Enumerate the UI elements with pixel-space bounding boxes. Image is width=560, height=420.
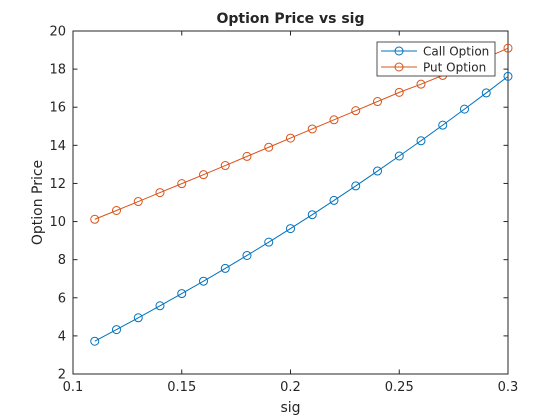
data-point-marker xyxy=(112,325,121,335)
data-point-marker xyxy=(286,224,295,234)
data-point-marker xyxy=(416,79,426,89)
legend-label: Call Option xyxy=(423,45,489,59)
data-point-marker xyxy=(242,151,252,161)
axis-ticks xyxy=(72,30,509,375)
x-tick-label: 0.2 xyxy=(280,380,301,395)
data-point-marker xyxy=(242,250,252,260)
data-point-marker xyxy=(199,170,208,180)
data-point-marker xyxy=(220,263,230,273)
y-tick-label: 20 xyxy=(49,25,66,40)
data-point-marker xyxy=(481,88,491,98)
data-point-marker xyxy=(351,106,361,116)
data-point-marker xyxy=(351,181,361,191)
chart-title: Option Price vs sig xyxy=(217,11,365,27)
data-point-marker xyxy=(460,104,469,114)
legend-item: Put Option xyxy=(381,61,486,75)
y-tick-label: 6 xyxy=(58,291,66,306)
legend-label: Put Option xyxy=(423,61,486,75)
y-tick-label: 12 xyxy=(49,177,66,192)
series-call-option xyxy=(90,71,513,346)
data-point-marker xyxy=(286,133,295,143)
data-point-marker xyxy=(329,115,339,125)
x-tick-label: 0.15 xyxy=(167,380,196,395)
data-point-marker xyxy=(373,166,382,176)
data-point-marker xyxy=(90,214,100,224)
y-tick-label: 2 xyxy=(58,368,66,383)
y-tick-label: 8 xyxy=(58,253,66,268)
data-point-marker xyxy=(307,210,317,220)
data-point-marker xyxy=(264,142,274,152)
data-point-marker xyxy=(112,206,121,216)
axis-tick-labels: 0.1 0.15 0.2 0.25 0.3 2 4 6 8 10 12 14 16 18 20 xyxy=(49,25,518,396)
data-point-marker xyxy=(264,237,274,247)
data-point-marker xyxy=(394,151,404,161)
data-point-marker xyxy=(155,301,165,311)
legend-item: Call Option xyxy=(381,45,489,59)
data-point-marker xyxy=(177,289,187,299)
y-tick-label: 10 xyxy=(49,215,66,230)
y-tick-label: 14 xyxy=(49,139,66,154)
data-point-marker xyxy=(220,161,230,171)
data-point-marker xyxy=(177,179,187,189)
legend-marker xyxy=(394,62,404,72)
data-point-marker xyxy=(394,87,404,97)
legend-marker xyxy=(394,46,404,56)
data-point-marker xyxy=(133,313,143,323)
x-tick-label: 0.1 xyxy=(63,380,84,395)
data-point-marker xyxy=(503,43,513,53)
data-point-marker xyxy=(416,136,426,146)
x-tick-label: 0.3 xyxy=(498,380,519,395)
y-axis-label: Option Price xyxy=(30,160,46,245)
plot-area xyxy=(72,30,509,375)
data-point-marker xyxy=(199,276,208,286)
data-point-marker xyxy=(155,188,165,198)
data-point-marker xyxy=(307,124,317,134)
data-point-marker xyxy=(503,71,513,81)
y-tick-label: 18 xyxy=(49,63,66,78)
legend: Call Option Put Option xyxy=(376,41,496,77)
data-point-marker xyxy=(373,97,382,107)
data-point-marker xyxy=(438,120,448,130)
data-point-marker xyxy=(329,195,339,205)
data-point-marker xyxy=(90,336,100,346)
x-axis-label: sig xyxy=(280,400,300,416)
x-tick-label: 0.25 xyxy=(385,380,414,395)
data-point-marker xyxy=(133,197,143,207)
y-tick-label: 16 xyxy=(49,101,66,116)
y-tick-label: 4 xyxy=(58,329,66,344)
